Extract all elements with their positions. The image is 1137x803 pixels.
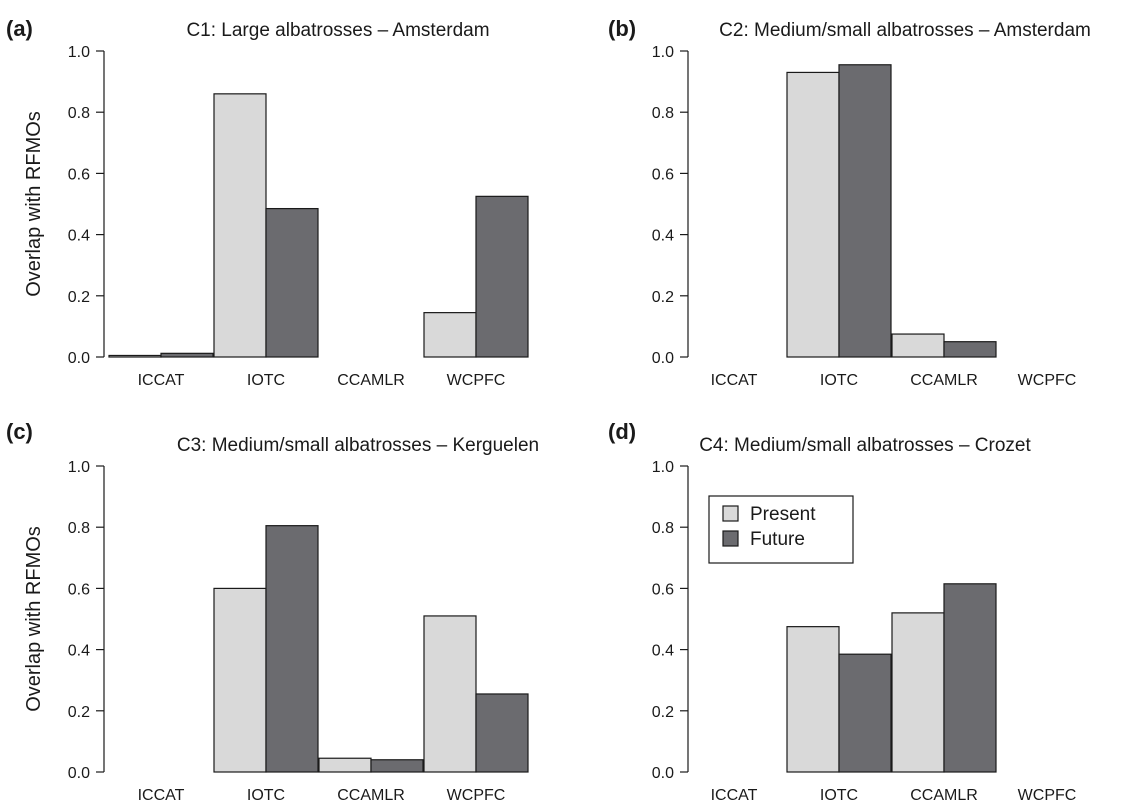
bar-present-iccat [108, 354, 162, 358]
y-tick-label: 0.8 [68, 105, 90, 122]
panel-2: (b) C2: Medium/small albatrosses – Amster… [608, 16, 1091, 389]
panel-4: (d) C4: Medium/small albatrosses – Crozet… [608, 419, 1076, 803]
y-axis-label: Overlap with RFMOs [23, 111, 45, 297]
panel-letter: (c) [6, 419, 33, 444]
bar-future-iotc [838, 653, 892, 773]
bar-present-iotc [786, 71, 840, 358]
y-tick-label: 0.0 [68, 350, 90, 367]
bar-future-iotc [265, 207, 319, 358]
panel-title: C4: Medium/small albatrosses – Crozet [699, 435, 1031, 456]
legend: Present Future [708, 495, 854, 564]
y-tick-label: 0.2 [652, 289, 674, 306]
panel-3: (c) C3: Medium/small albatrosses – Kergue… [6, 419, 539, 803]
bar-present-ccamlr [318, 757, 372, 773]
x-tick-label: ICCAT [711, 787, 758, 803]
y-tick-label: 0.6 [68, 581, 90, 598]
y-tick-label: 0.4 [68, 228, 90, 245]
x-tick-label: ICCAT [138, 787, 185, 803]
x-tick-label: CCAMLR [910, 787, 978, 803]
legend-swatch-future [722, 530, 739, 547]
y-tick-label: 0.0 [652, 765, 674, 782]
x-tick-label: IOTC [247, 372, 285, 389]
panel-title: C2: Medium/small albatrosses – Amsterdam [719, 20, 1091, 41]
bar-present-wcpfc [423, 312, 477, 358]
x-tick-label: WCPFC [1018, 372, 1077, 389]
panel-letter: (b) [608, 16, 636, 41]
bar-present-ccamlr [891, 612, 945, 773]
y-tick-label: 0.4 [68, 643, 90, 660]
bar-present-wcpfc [423, 615, 477, 773]
x-tick-label: IOTC [820, 372, 858, 389]
y-tick-label: 0.2 [652, 704, 674, 721]
bar-future-iotc [265, 525, 319, 773]
y-tick-label: 0.8 [652, 520, 674, 537]
panel-1: (a) C1: Large albatrosses – Amsterdam 0.0 0… [6, 16, 529, 389]
y-tick-label: 0.6 [68, 166, 90, 183]
bar-present-iotc [786, 626, 840, 773]
x-tick-label: WCPFC [1018, 787, 1077, 803]
x-tick-label: WCPFC [447, 372, 506, 389]
y-tick-label: 0.4 [652, 643, 674, 660]
y-tick-label: 0.8 [652, 105, 674, 122]
x-tick-label: CCAMLR [337, 372, 405, 389]
panel-letter: (a) [6, 16, 33, 41]
y-tick-label: 1.0 [652, 44, 674, 61]
panel-title: C1: Large albatrosses – Amsterdam [186, 20, 489, 41]
panel-title: C3: Medium/small albatrosses – Kerguelen [177, 435, 539, 456]
y-tick-label: 1.0 [68, 459, 90, 476]
bar-future-wcpfc [475, 693, 529, 773]
x-tick-label: WCPFC [447, 787, 506, 803]
y-tick-label: 0.0 [652, 350, 674, 367]
bar-present-ccamlr [891, 333, 945, 358]
y-tick-label: 1.0 [652, 459, 674, 476]
bar-present-iotc [213, 587, 267, 773]
y-tick-label: 0.0 [68, 765, 90, 782]
bar-future-ccamlr [370, 759, 424, 773]
legend-label-present: Present [750, 504, 816, 525]
y-axis-label: Overlap with RFMOs [23, 526, 45, 712]
bar-future-ccamlr [943, 583, 997, 773]
x-tick-label: CCAMLR [337, 787, 405, 803]
legend-swatch-present [722, 505, 739, 522]
legend-label-future: Future [750, 529, 805, 550]
y-tick-label: 0.2 [68, 704, 90, 721]
bar-future-iccat [160, 352, 214, 358]
x-tick-label: CCAMLR [910, 372, 978, 389]
x-tick-label: IOTC [247, 787, 285, 803]
bar-future-wcpfc [475, 195, 529, 358]
x-tick-label: ICCAT [138, 372, 185, 389]
bar-present-iotc [213, 93, 267, 358]
x-tick-label: ICCAT [711, 372, 758, 389]
bar-future-iotc [838, 64, 892, 358]
y-tick-label: 0.6 [652, 166, 674, 183]
y-tick-label: 0.2 [68, 289, 90, 306]
y-tick-label: 1.0 [68, 44, 90, 61]
y-tick-label: 0.6 [652, 581, 674, 598]
y-tick-label: 0.8 [68, 520, 90, 537]
x-tick-label: IOTC [820, 787, 858, 803]
bar-future-ccamlr [943, 341, 997, 358]
y-tick-label: 0.4 [652, 228, 674, 245]
panel-letter: (d) [608, 419, 636, 444]
